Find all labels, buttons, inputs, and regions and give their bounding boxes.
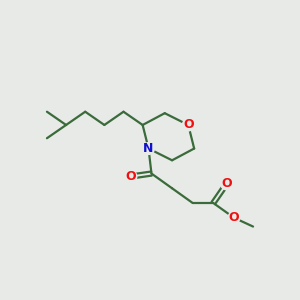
Text: O: O — [229, 211, 239, 224]
Text: O: O — [183, 118, 194, 131]
Circle shape — [221, 178, 232, 190]
Circle shape — [142, 142, 154, 154]
Text: O: O — [221, 177, 232, 190]
Circle shape — [125, 171, 137, 182]
Circle shape — [182, 119, 194, 131]
Circle shape — [228, 212, 240, 224]
Text: N: N — [143, 142, 154, 155]
Text: O: O — [125, 170, 136, 183]
